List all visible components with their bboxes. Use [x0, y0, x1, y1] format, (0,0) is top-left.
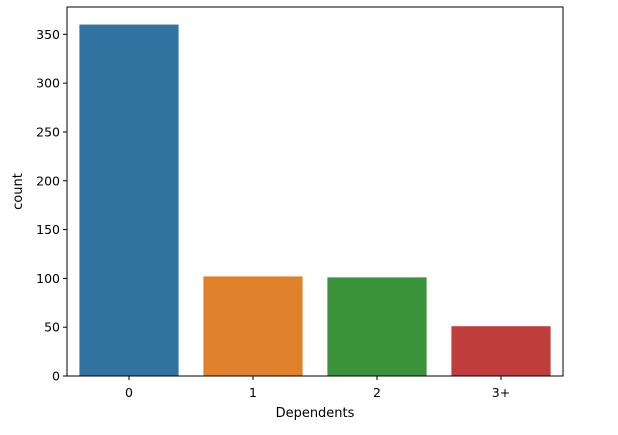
y-tick-label: 250 [36, 124, 60, 139]
y-tick-label: 300 [36, 76, 60, 91]
x-tick-label-0: 0 [125, 385, 133, 400]
x-axis-ticks: 0 1 2 3+ [125, 376, 510, 400]
y-tick-label: 200 [36, 173, 60, 188]
bar-1 [203, 276, 303, 376]
y-axis-ticks: 0 50 100 150 200 250 300 350 [36, 27, 67, 384]
x-tick-label-3+: 3+ [492, 385, 510, 400]
bar-0 [79, 24, 179, 376]
bar-2 [327, 277, 427, 376]
y-tick-label: 150 [36, 222, 60, 237]
y-axis-label: count [11, 173, 26, 210]
plot-frame [66, 6, 564, 377]
x-tick-label-2: 2 [373, 385, 381, 400]
bar-3+ [451, 326, 551, 376]
y-tick-label: 350 [36, 27, 60, 42]
y-tick-label: 100 [36, 271, 60, 286]
y-tick-label: 50 [44, 320, 60, 335]
y-tick-label: 0 [52, 369, 60, 384]
bar-group [79, 24, 551, 376]
x-axis-label: Dependents [276, 406, 355, 421]
x-tick-label-1: 1 [249, 385, 257, 400]
